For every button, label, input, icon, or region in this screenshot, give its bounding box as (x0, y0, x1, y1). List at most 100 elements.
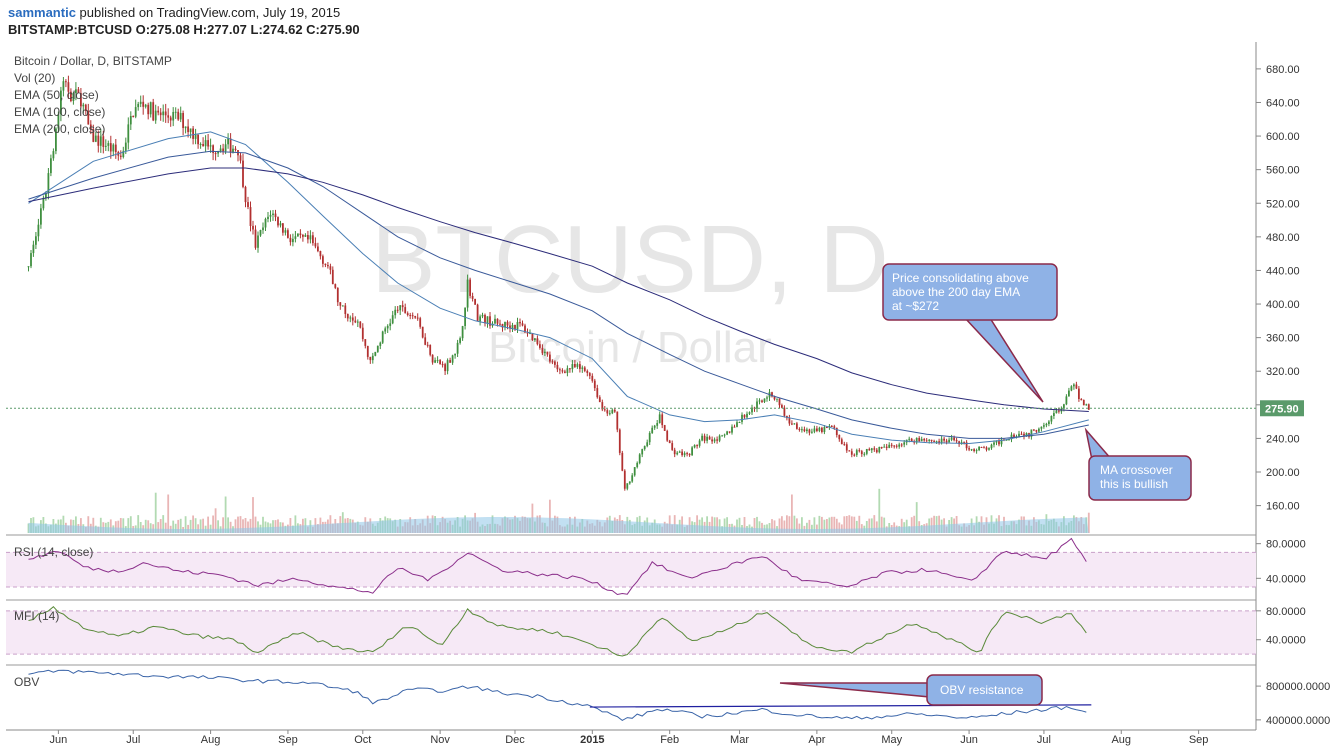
indicator-tick-label: 40.0000 (1266, 635, 1306, 647)
candle-body (718, 435, 721, 441)
candle-body (783, 407, 786, 416)
volume-bar (873, 515, 876, 533)
candle-body (618, 429, 621, 453)
candle-body (603, 409, 606, 411)
volume-bar (718, 519, 721, 533)
candle-body (656, 423, 659, 426)
callout-consolidation[interactable]: Price consolidating above above the 200 … (882, 263, 1058, 403)
candle-body (950, 437, 953, 440)
volume-bar (341, 512, 344, 533)
candle-body (249, 207, 252, 226)
callout-consolidation-line3: at ~$272 (892, 299, 939, 313)
volume-bar (845, 516, 848, 533)
price-tick-label: 160.00 (1266, 501, 1300, 513)
candle-body (803, 429, 806, 432)
candle-body (713, 439, 716, 442)
time-tick-label: Apr (808, 734, 825, 746)
candle-body (571, 364, 574, 370)
candle-body (583, 367, 586, 371)
candle-body (1073, 384, 1075, 387)
indicator-line (28, 606, 1087, 657)
volume-bar (706, 516, 708, 533)
candle-body (788, 418, 791, 424)
candle-body (925, 440, 928, 442)
candle-body (189, 128, 192, 133)
volume-bar (868, 518, 871, 533)
candle-body (728, 431, 731, 433)
legend-volume: Vol (20) (14, 71, 55, 85)
volume-bar (92, 517, 95, 533)
callout-obv[interactable]: OBV resistance (779, 674, 1043, 706)
candle-body (688, 453, 691, 456)
volume-bar (152, 524, 155, 533)
indicator-tick-label: 800000.0000 (1266, 681, 1330, 693)
candle-body (434, 360, 436, 363)
legend-ema50: EMA (50, close) (14, 88, 99, 102)
candle-body (386, 325, 389, 329)
time-tick-label: Aug (1111, 734, 1131, 746)
candle-body (182, 113, 184, 128)
candle-body (848, 450, 851, 452)
candle-body (549, 354, 551, 362)
ohlc-values: O:275.08 H:277.07 L:274.62 C:275.90 (135, 22, 360, 37)
candle-body (92, 129, 95, 142)
candle-body (806, 429, 808, 432)
candle-body (406, 313, 409, 315)
volume-bar (159, 519, 162, 533)
candle-body (297, 233, 299, 237)
candle-body (479, 316, 481, 322)
candle-body (124, 142, 127, 151)
candle-body (277, 217, 279, 226)
indicator-band (6, 552, 1256, 587)
candle-body (122, 150, 125, 157)
volume-bar (202, 518, 204, 533)
legend-mfi: MFI (14) (14, 609, 59, 623)
candle-body (207, 140, 209, 147)
volume-bar (738, 517, 741, 533)
volume-bar (277, 519, 279, 533)
candle-body (1023, 433, 1025, 437)
volume-bar (189, 519, 192, 533)
candle-body (1078, 388, 1080, 399)
candle-body (144, 104, 147, 107)
candle-body (52, 151, 55, 159)
candle-body (613, 409, 616, 412)
volume-bar (823, 519, 826, 533)
volume-bar (830, 516, 833, 533)
candle-body (666, 430, 669, 441)
candle-body (32, 244, 35, 254)
price-tick-label: 680.00 (1266, 64, 1300, 76)
candle-body (636, 462, 639, 468)
candle-body (272, 213, 274, 215)
candle-body (830, 426, 833, 427)
candle-body (696, 445, 698, 447)
candle-body (958, 441, 960, 445)
volume-bar (833, 516, 836, 533)
indicator-line (28, 669, 1087, 721)
candle-body (247, 202, 249, 207)
callout-consolidation-line2: above the 200 day EMA (892, 285, 1020, 299)
candle-body (429, 345, 432, 355)
callout-crossover[interactable]: MA crossover this is bullish (1084, 427, 1192, 501)
author-link[interactable]: sammantic (8, 5, 76, 20)
candle-body (776, 398, 778, 400)
candle-body (119, 155, 122, 157)
candle-body (870, 448, 873, 451)
volume-bar (177, 519, 180, 533)
volume-bar (723, 518, 726, 533)
callout-crossover-box (1088, 455, 1192, 501)
candle-body (1085, 404, 1088, 406)
candle-body (139, 101, 142, 104)
candle-body (933, 440, 935, 442)
price-axis: 680.00 640.00 600.00 560.00 520.00 480.00 440.… (1256, 64, 1300, 513)
candle-body (222, 148, 224, 152)
candle-body (474, 298, 476, 305)
candle-body (501, 324, 504, 328)
callout-consolidation-pointer (963, 317, 1044, 403)
candle-body (623, 470, 626, 489)
time-tick-label: Feb (660, 734, 679, 746)
candle-body (184, 126, 187, 129)
time-tick-label: Oct (354, 734, 371, 746)
candle-body (499, 323, 501, 325)
